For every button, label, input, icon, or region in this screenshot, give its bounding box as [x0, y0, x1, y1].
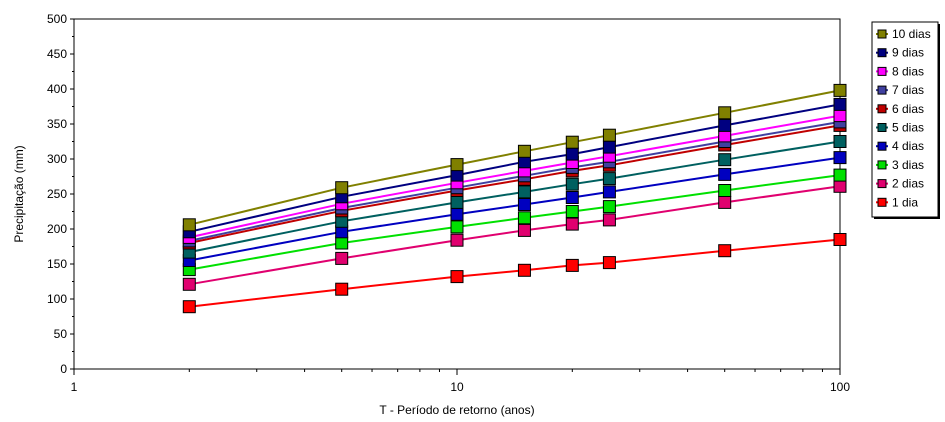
y-tick-label: 200	[47, 222, 67, 236]
series-line	[189, 238, 841, 308]
data-point	[833, 179, 847, 193]
y-tick-label: 500	[47, 12, 67, 26]
data-point	[833, 168, 847, 182]
data-point	[517, 263, 531, 277]
legend-swatch-marker	[877, 104, 887, 114]
data-point	[565, 205, 579, 218]
legend-label: 10 dias	[892, 27, 931, 41]
y-tick-label: 150	[47, 257, 67, 271]
legend-label: 6 dias	[892, 102, 924, 116]
data-point	[718, 153, 732, 167]
legend-swatch-marker	[877, 29, 887, 39]
data-point	[517, 223, 531, 237]
data-point	[335, 181, 349, 195]
legend: 10 dias 9 dias 8 dias 7 dias 6 dias 5 dias 4 d…	[871, 21, 940, 219]
series-line	[189, 156, 841, 262]
y-tick-label: 50	[54, 327, 68, 341]
data-point	[602, 185, 616, 199]
data-point	[450, 233, 464, 247]
data-point	[602, 128, 616, 142]
series-layer	[182, 83, 847, 314]
data-point	[833, 135, 847, 148]
y-tick-label: 450	[47, 47, 67, 61]
y-axis-title: Precipitação (mm)	[12, 145, 26, 242]
legend-swatch-marker	[877, 160, 887, 170]
data-point	[335, 282, 349, 296]
data-point	[517, 185, 531, 199]
y-tick-label: 0	[60, 362, 67, 376]
data-point	[182, 277, 196, 291]
data-point	[565, 217, 579, 231]
data-point	[450, 207, 464, 221]
data-point	[602, 200, 616, 214]
legend-swatch-marker	[877, 141, 887, 151]
y-tick-label: 300	[47, 152, 67, 166]
series-line	[189, 124, 841, 244]
y-axis: 0 50 100 150 200 250 300 350 400 450 500	[47, 12, 74, 376]
legend-label: 7 dias	[892, 83, 924, 97]
legend-swatch-marker	[877, 48, 887, 58]
data-point	[565, 258, 579, 272]
data-point	[602, 256, 616, 270]
data-point	[833, 97, 847, 111]
legend-label: 1 dia	[892, 195, 918, 209]
data-point	[517, 211, 531, 225]
x-axis-title: T - Período de retorno (anos)	[379, 403, 534, 417]
data-point	[718, 106, 732, 120]
x-tick-label: 1	[71, 380, 78, 394]
legend-swatch-marker	[877, 123, 887, 132]
y-tick-label: 250	[47, 187, 67, 201]
data-point	[565, 147, 579, 161]
data-point	[182, 218, 196, 232]
legend-label: 8 dias	[892, 64, 924, 78]
data-point	[182, 300, 196, 314]
data-point	[517, 198, 531, 211]
data-point	[833, 233, 847, 246]
data-point	[602, 172, 616, 186]
data-point	[517, 144, 531, 158]
data-point	[565, 177, 579, 191]
y-tick-label: 400	[47, 82, 67, 96]
data-point	[450, 158, 464, 172]
series-line	[189, 120, 841, 242]
data-point	[565, 191, 579, 204]
data-point	[335, 236, 349, 250]
data-point	[833, 109, 847, 123]
data-point	[602, 140, 616, 154]
series-line	[189, 185, 841, 286]
data-point	[450, 270, 464, 284]
x-tick-label: 10	[450, 380, 464, 394]
x-axis: 1 10 100	[71, 369, 850, 394]
data-point	[565, 135, 579, 149]
series-line	[189, 114, 841, 239]
legend-swatch-marker	[877, 197, 887, 207]
legend-swatch-marker	[877, 66, 887, 76]
x-tick-label: 100	[830, 380, 850, 394]
legend-label: 4 dias	[892, 139, 924, 153]
legend-swatch-marker	[877, 179, 887, 189]
data-point	[450, 220, 464, 234]
y-tick-label: 350	[47, 117, 67, 131]
legend-swatch-marker	[877, 85, 887, 95]
series-line	[189, 103, 841, 233]
data-point	[335, 251, 349, 265]
data-point	[833, 83, 847, 97]
series-line	[189, 174, 841, 271]
series-line	[189, 89, 841, 226]
data-point	[833, 151, 847, 165]
legend-label: 2 dias	[892, 177, 924, 191]
legend-label: 9 dias	[892, 46, 924, 60]
data-point	[450, 195, 464, 209]
data-point	[718, 118, 732, 132]
data-point	[718, 244, 732, 258]
data-point	[602, 213, 616, 227]
data-point	[718, 167, 732, 181]
data-point	[718, 195, 732, 209]
legend-label: 3 dias	[892, 158, 924, 172]
legend-label: 5 dias	[892, 121, 924, 135]
y-tick-label: 100	[47, 292, 67, 306]
data-point	[718, 184, 732, 197]
series-line	[189, 140, 841, 254]
